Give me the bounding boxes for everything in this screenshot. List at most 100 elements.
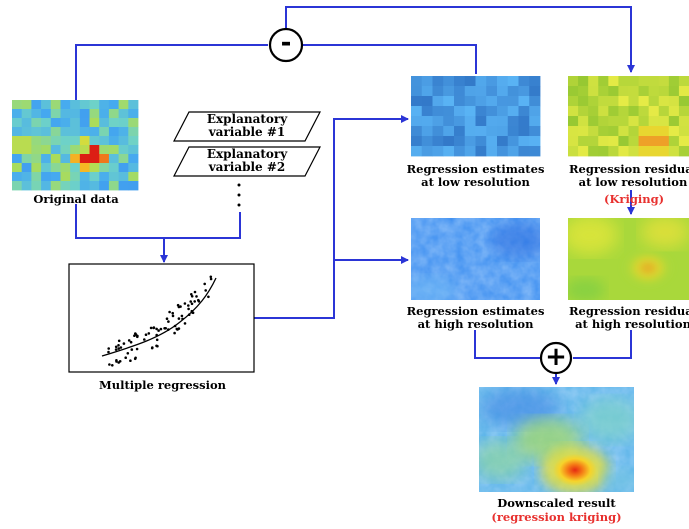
- original-data-cell: [50, 136, 61, 146]
- regression-low-cell: [507, 106, 519, 117]
- residual-low-cell: [608, 76, 619, 87]
- residual-low-cell: [608, 136, 619, 147]
- original-data-cell: [118, 127, 129, 137]
- scatter-point: [203, 282, 206, 286]
- scatter-point: [171, 314, 175, 318]
- residual-low-cell: [598, 146, 609, 157]
- regression-low-cell: [443, 76, 455, 87]
- original-data-cell: [12, 109, 23, 119]
- original-data-cell: [70, 127, 81, 137]
- residual-low-cell: [618, 146, 629, 157]
- original-data-cell: [31, 127, 42, 137]
- regression-low-cell: [475, 136, 487, 147]
- original-data-cell: [60, 145, 71, 155]
- original-data-cell: [60, 163, 71, 173]
- residual-low-cell: [578, 96, 589, 107]
- original-data-cell: [21, 127, 32, 137]
- scatter-point: [209, 275, 213, 279]
- scatter-point: [209, 277, 213, 281]
- original-data-cell: [89, 100, 100, 110]
- residual-high-label: Regression residual at high resolution: [568, 304, 689, 331]
- regression-low-cell: [443, 106, 455, 117]
- original-data-cell: [70, 109, 81, 119]
- regression-low-cell: [518, 126, 530, 137]
- minus-operator: -: [280, 28, 292, 58]
- residual-low-cell: [598, 86, 609, 97]
- original-data-cell: [31, 118, 42, 128]
- scatter-point: [155, 333, 158, 337]
- residual-low-cell: [668, 76, 680, 87]
- regression-low-cell: [454, 146, 466, 157]
- scatter-point: [190, 302, 194, 306]
- original-data-cell: [50, 100, 61, 110]
- scatter-point: [187, 307, 190, 311]
- regression-low-cell: [475, 146, 487, 157]
- residual-low-cell: [568, 126, 579, 137]
- original-data-cell: [12, 100, 23, 110]
- regression-low-cell: [486, 116, 498, 127]
- original-data-cell: [50, 127, 61, 137]
- scatter-point: [180, 314, 184, 318]
- original-data-cell: [12, 172, 23, 182]
- regression-low-cell: [421, 136, 433, 147]
- original-data-cell: [21, 145, 32, 155]
- scatter-point: [187, 304, 190, 307]
- residual-low-cell: [568, 116, 579, 127]
- original-data-cell: [99, 172, 110, 182]
- connector-original-to-minus: [75, 44, 268, 100]
- original-data-cell: [12, 118, 23, 128]
- residual-low-cell: [668, 116, 680, 127]
- original-data-cell: [60, 154, 71, 164]
- scatter-point: [197, 298, 200, 302]
- scatter-point: [176, 303, 180, 307]
- regression-low-cell: [421, 146, 433, 157]
- original-data-cell: [21, 172, 32, 182]
- scatter-point: [107, 347, 110, 350]
- regression-low-cell: [432, 106, 444, 117]
- original-data-cell: [118, 154, 129, 164]
- original-data-cell: [50, 118, 61, 128]
- regression-low-cell: [432, 86, 444, 97]
- residual-low-cell: [628, 126, 639, 137]
- original-data-cell: [79, 100, 90, 110]
- residual-low-cell: [598, 96, 609, 107]
- regression-low-cell: [475, 106, 487, 117]
- original-data-cell: [118, 109, 129, 119]
- original-data-cell: [50, 109, 61, 119]
- original-data-cell: [79, 154, 90, 164]
- residual-low-cell: [648, 146, 660, 157]
- scatter-point: [183, 302, 187, 305]
- scatter-point: [193, 290, 197, 294]
- scatter-point: [124, 356, 127, 360]
- original-data-cell: [118, 172, 129, 182]
- original-data-cell: [128, 127, 139, 137]
- residual-low-cell: [588, 86, 599, 97]
- original-data-cell: [60, 136, 71, 146]
- residual-low-cell: [668, 126, 680, 137]
- regression-low-cell: [486, 126, 498, 137]
- plus-operator: +: [545, 342, 567, 372]
- residual-low-cell: [638, 76, 650, 87]
- regression-low-cell: [529, 106, 541, 117]
- scatter-point: [114, 345, 118, 349]
- residual-low-cell: [638, 86, 650, 97]
- original-data-cell: [79, 163, 90, 173]
- residual-low-cell: [628, 76, 639, 87]
- residual-low-cell: [608, 116, 619, 127]
- regression-low-cell: [529, 116, 541, 127]
- original-data-cell: [21, 136, 32, 146]
- original-data-cell: [31, 181, 42, 191]
- residual-low-cell: [618, 136, 629, 147]
- original-data-cell: [12, 163, 23, 173]
- scatter-point: [190, 309, 194, 313]
- residual-low-map: [568, 76, 689, 157]
- regression-low-cell: [464, 116, 476, 127]
- regression-low-cell: [497, 136, 509, 147]
- scatter-point: [173, 324, 177, 328]
- explanatory-variable-2-label: Explanatory variable #2: [206, 147, 288, 174]
- original-data-cell: [118, 145, 129, 155]
- original-data-cell: [41, 172, 52, 182]
- original-data-cell: [12, 145, 23, 155]
